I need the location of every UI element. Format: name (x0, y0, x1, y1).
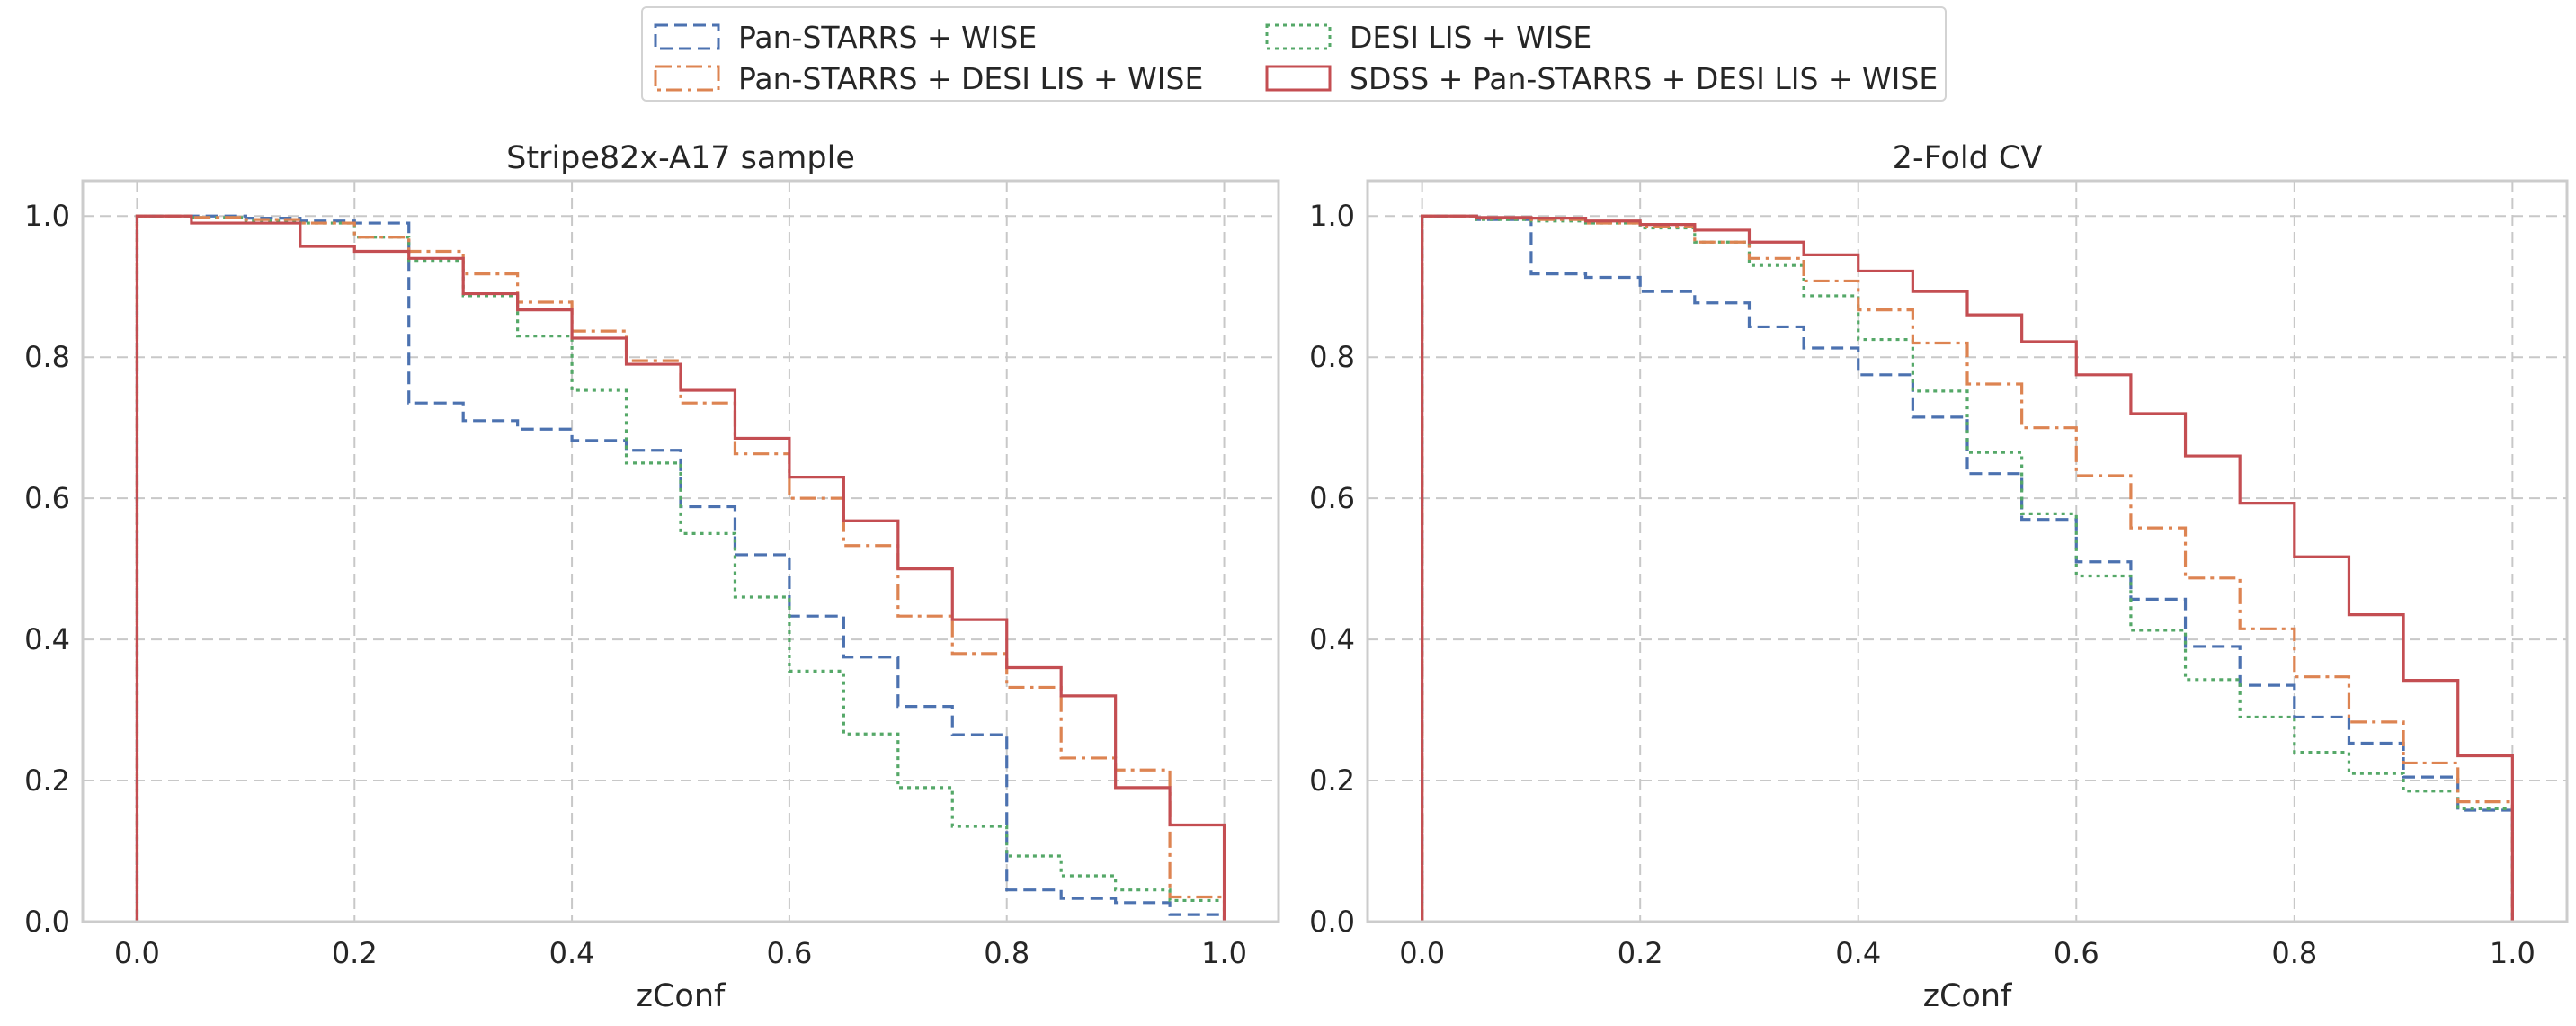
y-tick-label: 0.2 (24, 763, 70, 798)
y-tick-label: 0.2 (1309, 763, 1355, 798)
chart-panel-2: 0.0 0.2 0.4 0.6 0.8 1.0 0.0 0.2 0.4 0.6 0.8 1.0 2-Fo… (1309, 140, 2569, 1014)
series-line-ps_desi_wise (1421, 214, 2514, 922)
series-line-ps_desi_wise (135, 214, 1226, 922)
y-tick-label: 1.0 (24, 199, 70, 233)
chart-title: 2-Fold CV (1893, 140, 2043, 176)
x-axis-label: zConf (1923, 978, 2012, 1014)
y-tick-label: 0.4 (24, 622, 70, 656)
legend-swatch-desi-wise (1265, 23, 1332, 50)
legend-label-sdss-ps-desi-wise: SDSS + Pan-STARRS + DESI LIS + WISE (1350, 60, 1939, 96)
y-tick-label: 0.6 (1309, 481, 1355, 515)
legend-swatch-ps-desi-wise (654, 65, 720, 92)
chart-panel-1: 0.0 0.2 0.4 0.6 0.8 1.0 0.0 0.2 0.4 0.6 0.8 1.0 Stri… (24, 140, 1280, 1014)
legend-swatch-ps-wise (654, 23, 720, 50)
y-tick-label: 0.8 (24, 340, 70, 374)
series-line-sdss_ps_desi_wise (135, 214, 1226, 922)
y-tick-label: 0.6 (24, 481, 70, 515)
legend-label-ps-wise: Pan-STARRS + WISE (738, 19, 1038, 55)
legend-item-ps-desi-wise: Pan-STARRS + DESI LIS + WISE (654, 60, 1203, 96)
x-tick-label: 0.4 (1835, 936, 1881, 970)
x-tick-label: 0.6 (766, 936, 812, 970)
x-axis-label: zConf (637, 978, 726, 1014)
x-tick-label: 0.2 (1618, 936, 1663, 970)
y-tick-label: 0.0 (1309, 905, 1355, 939)
series-line-desi_wise (135, 214, 1226, 922)
x-tick-label: 0.8 (984, 936, 1030, 970)
x-tick-label: 0.2 (332, 936, 378, 970)
y-tick-label: 0.0 (24, 905, 70, 939)
legend-label-desi-wise: DESI LIS + WISE (1350, 19, 1592, 55)
legend-label-ps-desi-wise: Pan-STARRS + DESI LIS + WISE (738, 60, 1204, 96)
legend: Pan-STARRS + WISE DESI LIS + WISE Pan-ST… (641, 6, 1947, 102)
x-tick-label: 1.0 (2490, 936, 2536, 970)
x-tick-label: 0.8 (2271, 936, 2317, 970)
series-line-desi_wise (1421, 214, 2514, 922)
x-tick-label: 0.4 (549, 936, 595, 970)
plot-frame (1366, 179, 2569, 923)
plot-frame (81, 179, 1280, 923)
chart-title: Stripe82x-A17 sample (506, 140, 855, 176)
legend-swatch-sdss-ps-desi-wise (1265, 65, 1332, 92)
x-tick-label: 0.6 (2054, 936, 2099, 970)
y-tick-label: 1.0 (1309, 199, 1355, 233)
legend-item-sdss-ps-desi-wise: SDSS + Pan-STARRS + DESI LIS + WISE (1265, 60, 1938, 96)
y-tick-label: 0.4 (1309, 622, 1355, 656)
legend-item-desi-wise: DESI LIS + WISE (1265, 19, 1591, 55)
series-line-sdss_ps_desi_wise (1421, 214, 2514, 922)
y-tick-label: 0.8 (1309, 340, 1355, 374)
x-tick-label: 0.0 (1399, 936, 1445, 970)
legend-item-ps-wise: Pan-STARRS + WISE (654, 19, 1037, 55)
series-line-ps_wise (135, 214, 1226, 922)
x-tick-label: 1.0 (1201, 936, 1247, 970)
series-line-ps_wise (1421, 214, 2514, 922)
x-tick-label: 0.0 (114, 936, 160, 970)
